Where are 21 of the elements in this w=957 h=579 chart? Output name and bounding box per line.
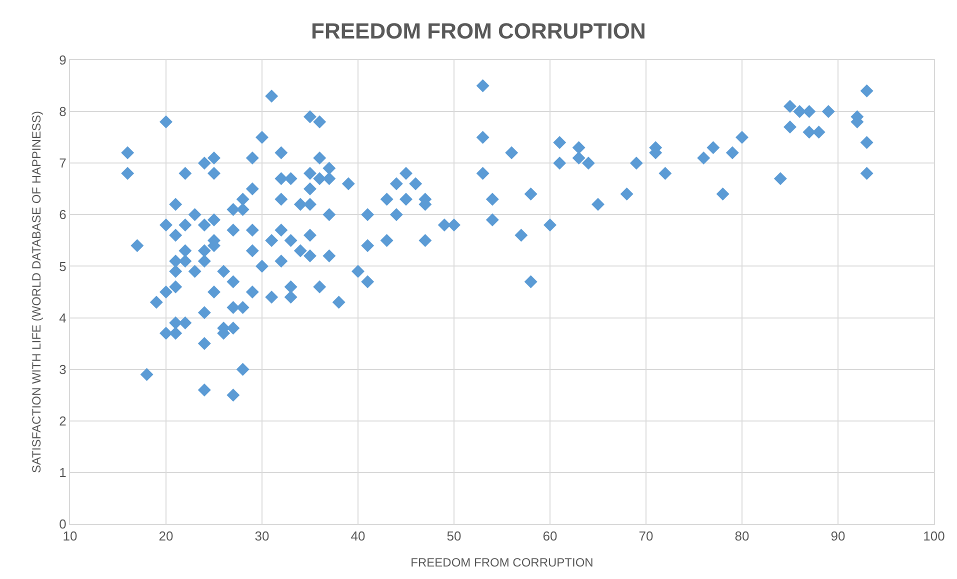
x-tick-label: 100 bbox=[923, 528, 945, 544]
x-tick-label: 20 bbox=[158, 528, 174, 544]
y-tick-label: 3 bbox=[59, 362, 66, 377]
y-tick-label: 1 bbox=[59, 464, 66, 480]
x-tick-label: 70 bbox=[638, 528, 654, 544]
y-tick-label: 9 bbox=[59, 52, 66, 68]
x-tick-label: 40 bbox=[350, 528, 366, 544]
x-tick-label: 50 bbox=[446, 528, 462, 544]
y-tick-label: 4 bbox=[59, 310, 66, 326]
y-tick-label: 7 bbox=[59, 156, 66, 171]
x-axis-title: FREEDOM FROM CORRUPTION bbox=[410, 556, 594, 570]
x-tick-label: 30 bbox=[254, 528, 270, 544]
x-tick-label: 90 bbox=[830, 528, 846, 544]
x-tick-label: 80 bbox=[734, 528, 750, 544]
y-tick-label: 8 bbox=[59, 104, 66, 120]
x-tick-label: 60 bbox=[542, 528, 558, 544]
chart-title: FREEDOM FROM CORRUPTION bbox=[311, 18, 646, 44]
y-tick-label: 6 bbox=[59, 207, 66, 222]
y-axis-title: SATISFACTION WITH LIFE (WORLD DATABASE OF HAPPINESS) bbox=[29, 110, 44, 474]
y-tick-label: 5 bbox=[59, 258, 66, 274]
y-tick-label: 2 bbox=[59, 413, 66, 428]
